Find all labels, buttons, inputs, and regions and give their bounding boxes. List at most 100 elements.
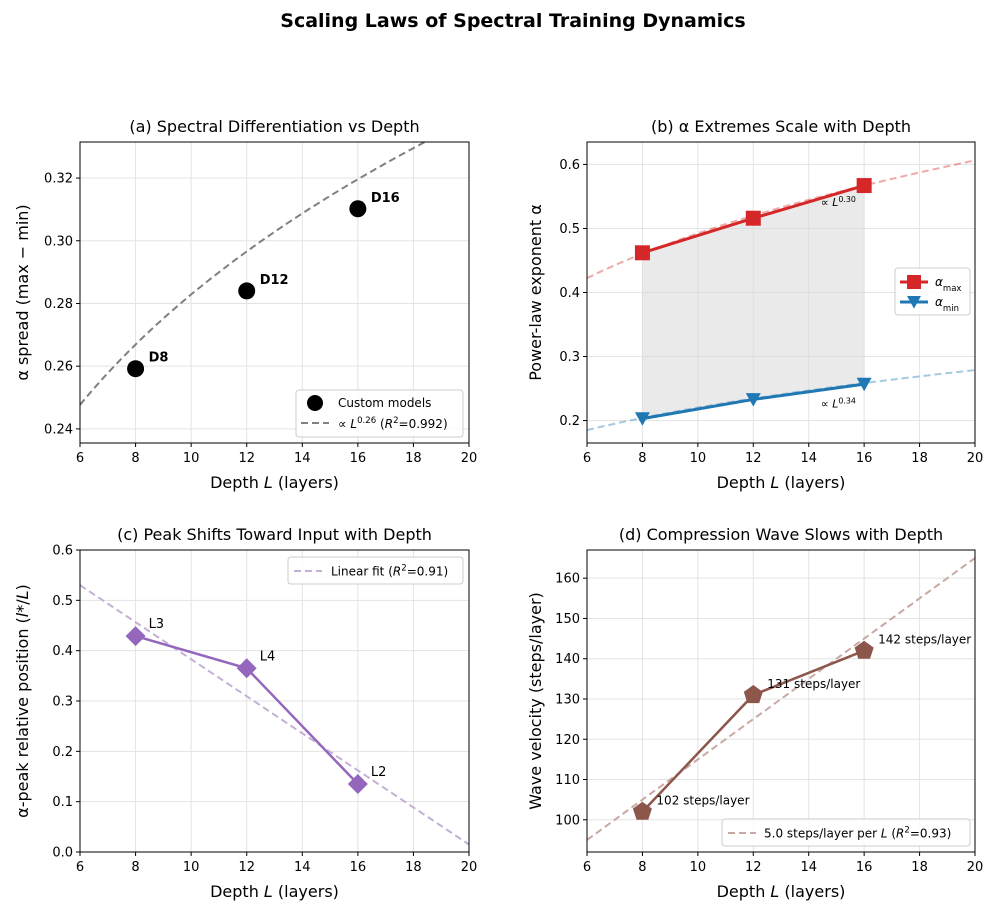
x-tick-label: 10 xyxy=(183,451,200,466)
x-tick-label: 12 xyxy=(745,451,762,466)
legend-marker-points xyxy=(307,395,323,411)
y-tick-label: 0.3 xyxy=(559,350,580,365)
x-tick-label: 14 xyxy=(800,451,817,466)
x-tick-label: 20 xyxy=(967,451,984,466)
x-tick-label: 18 xyxy=(911,860,928,875)
y-tick-label: 0.2 xyxy=(52,745,73,760)
x-tick-label: 20 xyxy=(461,451,478,466)
fit-annotation: ∝ L0.30 xyxy=(821,194,856,209)
x-tick-label: 16 xyxy=(856,860,873,875)
x-tick-label: 6 xyxy=(76,860,84,875)
y-tick-label: 0.4 xyxy=(52,644,73,659)
panel-b: 6 8 10 12 14 16 18 20 0.2 0.3 0.4 0.5 0.6 (b) α Extre… xyxy=(526,117,983,492)
x-tick-label: 14 xyxy=(294,860,311,875)
y-tick-label: 0.1 xyxy=(52,795,73,810)
data-point xyxy=(745,393,761,407)
y-axis-label: Wave velocity (steps/layer) xyxy=(526,592,545,810)
gridlines xyxy=(586,550,976,852)
legend-label-fit: Linear fit (R2=0.91) xyxy=(331,564,448,579)
x-tick-label: 16 xyxy=(856,451,873,466)
legend-label-fit: 5.0 steps/layer per L (R2=0.93) xyxy=(764,826,951,841)
data-point xyxy=(127,360,145,378)
x-tick-label: 16 xyxy=(350,451,367,466)
fit-curve xyxy=(80,142,427,406)
x-tick-label: 6 xyxy=(76,451,84,466)
y-tick-label: 0.30 xyxy=(44,234,73,249)
legend-label-fit: ∝ L0.26 (R2=0.992) xyxy=(338,416,448,431)
y-tick-label: 160 xyxy=(555,572,580,587)
legend-marker xyxy=(907,296,921,309)
point-label: 131 steps/layer xyxy=(767,677,860,691)
y-axis-label: α spread (max − min) xyxy=(13,204,32,380)
y-axis-label: Power-law exponent α xyxy=(526,204,545,381)
legend-box xyxy=(287,556,464,585)
data-point xyxy=(125,626,146,647)
data-point xyxy=(632,801,652,820)
y-tick-label: 0.0 xyxy=(52,846,73,861)
y-tick-label: 0.2 xyxy=(559,414,580,429)
x-tick-label: 10 xyxy=(183,860,200,875)
x-tick-label: 20 xyxy=(461,860,478,875)
y-tick-label: 100 xyxy=(555,813,580,828)
panel-title: (d) Compression Wave Slows with Depth xyxy=(619,525,943,544)
x-tick-label: 8 xyxy=(131,860,139,875)
panel-title: (b) α Extremes Scale with Depth xyxy=(651,117,911,136)
x-axis-label: Depth L (layers) xyxy=(717,473,846,492)
fit-line xyxy=(587,557,975,841)
y-tick-label: 0.6 xyxy=(559,158,580,173)
data-point xyxy=(743,685,763,704)
y-tick-label: 130 xyxy=(555,692,580,707)
legend-box xyxy=(295,389,464,438)
data-point xyxy=(856,377,872,392)
data-point xyxy=(236,658,257,679)
point-label: 102 steps/layer xyxy=(656,794,749,808)
y-tick-label: 140 xyxy=(555,652,580,667)
point-label: D12 xyxy=(260,273,289,288)
x-axis-label: Depth L (layers) xyxy=(717,882,846,901)
panel-d: 6 8 10 12 14 16 18 20 100 110 120 130 140 150 160 (d) C… xyxy=(526,525,983,901)
point-label: D8 xyxy=(149,351,169,366)
data-point xyxy=(745,210,761,226)
x-tick-label: 14 xyxy=(294,451,311,466)
data-point xyxy=(238,282,256,300)
data-point xyxy=(347,774,368,795)
y-tick-label: 0.32 xyxy=(44,172,73,187)
fit-line xyxy=(80,584,469,846)
data-point xyxy=(349,200,367,218)
panel-c: 6 8 10 12 14 16 18 20 0.0 0.1 0.2 0.3 0.4 0.5 0.6 (c) P… xyxy=(13,525,477,901)
y-tick-label: 0.3 xyxy=(52,695,73,710)
x-tick-label: 6 xyxy=(583,860,591,875)
x-tick-label: 20 xyxy=(967,860,984,875)
plot-frame xyxy=(586,549,976,853)
gridlines xyxy=(79,142,470,443)
spread-band xyxy=(642,185,865,419)
x-tick-label: 8 xyxy=(638,860,646,875)
point-label: L2 xyxy=(371,765,387,780)
y-tick-label: 0.5 xyxy=(52,594,73,609)
x-tick-label: 12 xyxy=(238,860,255,875)
legend-box xyxy=(721,818,971,847)
x-tick-label: 16 xyxy=(350,860,367,875)
y-axis-label: α-peak relative position (l*/L) xyxy=(13,584,32,818)
x-tick-label: 14 xyxy=(800,860,817,875)
y-tick-label: 0.4 xyxy=(559,286,580,301)
figure-title: Scaling Laws of Spectral Training Dynami… xyxy=(280,10,745,32)
y-tick-label: 150 xyxy=(555,612,580,627)
point-label: 142 steps/layer xyxy=(878,633,971,647)
x-tick-label: 10 xyxy=(690,860,707,875)
y-tick-label: 110 xyxy=(555,773,580,788)
x-tick-label: 8 xyxy=(131,451,139,466)
fit-annotation: ∝ L0.34 xyxy=(821,396,856,411)
x-axis-label: Depth L (layers) xyxy=(210,473,339,492)
x-tick-label: 12 xyxy=(238,451,255,466)
point-label: L4 xyxy=(260,649,276,664)
point-label: L3 xyxy=(149,617,165,632)
legend-label-points: Custom models xyxy=(338,396,431,410)
panel-a: 6 8 10 12 14 16 18 20 0.24 0.26 0.28 0.30 0.32 (a) Sp… xyxy=(13,117,477,492)
y-tick-label: 120 xyxy=(555,733,580,748)
y-tick-label: 0.5 xyxy=(559,222,580,237)
y-tick-label: 0.28 xyxy=(44,297,73,312)
plot-frame xyxy=(79,141,470,444)
plot-frame xyxy=(79,549,470,853)
